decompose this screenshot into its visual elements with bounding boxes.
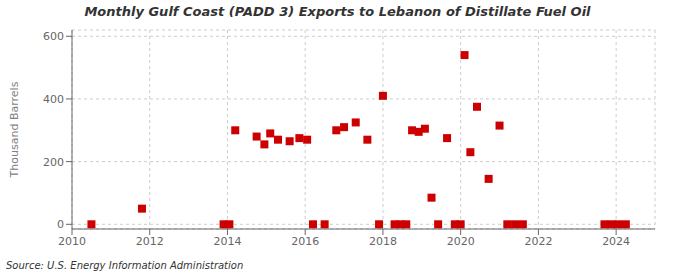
svg-text:2016: 2016: [291, 235, 319, 248]
svg-text:2010: 2010: [58, 235, 86, 248]
svg-text:2018: 2018: [369, 235, 397, 248]
svg-text:2020: 2020: [447, 235, 475, 248]
svg-text:400: 400: [43, 93, 64, 106]
svg-text:2022: 2022: [524, 235, 552, 248]
html-text:Monthly Gulf Coast (PADD 3) Ex: Monthly Gulf Coast (PADD 3) Exports to L…: [84, 4, 591, 19]
svg-text:2014: 2014: [213, 235, 241, 248]
svg-text:2012: 2012: [136, 235, 164, 248]
svg-text:200: 200: [43, 156, 64, 169]
svg-text:600: 600: [43, 30, 64, 43]
svg-text:2024: 2024: [602, 235, 630, 248]
svg-text:Thousand Barrels: Thousand Barrels: [8, 81, 21, 178]
svg-text:0: 0: [57, 218, 64, 231]
html-text:Source: U.S. Energy Informatio: Source: U.S. Energy Information Administ…: [6, 260, 244, 271]
